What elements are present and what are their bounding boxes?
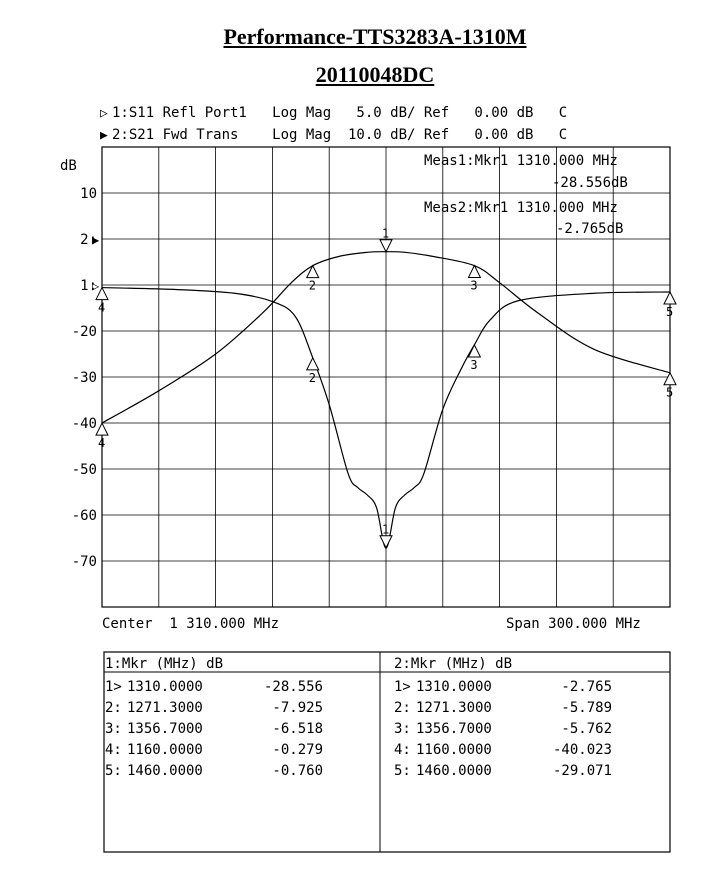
marker-number: 4 [98,301,105,315]
marker-number: 3 [470,358,477,372]
marker-table: 1:Mkr (MHz) dB 1> 1310.0000 -28.556 2: 1271.3… [103,651,671,853]
y-tick-label: -20 [72,324,97,340]
y-tick-label: 10 [80,186,97,202]
marker-1-1: 1 [379,523,393,549]
marker-1-5: 5 [663,290,677,319]
meas2-line1: Meas2:Mkr1 1310.000 MHz [424,200,618,216]
table-cell-frequency: 1460.0000 [127,763,203,779]
marker-2-2: 2 [305,264,320,293]
meas1-value: -28.556dB [552,175,628,191]
marker-number: 5 [666,386,673,400]
reference-marker-icon: ▷ [92,279,100,293]
table-cell-db: -6.518 [272,721,323,737]
table-cell-frequency: 1460.0000 [416,763,492,779]
marker-number: 1 [382,523,389,537]
marker-1-4: 4 [95,286,109,315]
table-cell-frequency: 1160.0000 [416,742,492,758]
table-cell-db: -7.925 [272,700,323,716]
table-cell-frequency: 1310.0000 [127,679,203,695]
center-frequency-label: Center 1 310.000 MHz [102,616,279,632]
table-cell-db: -5.762 [561,721,612,737]
channel1-marker: ▷ [100,106,108,121]
table-cell-id: 3: [105,721,122,737]
table-cell-id: 4: [394,742,411,758]
table-cell-db: -5.789 [561,700,612,716]
table-cell-db: -40.023 [553,742,612,758]
marker-triangle-icon [663,290,677,305]
reference-marker-icon: ▶ [92,233,100,247]
table-cell-frequency: 1310.0000 [416,679,492,695]
table-cell-id: 2: [394,700,411,716]
table-cell-db: -28.556 [264,679,323,695]
marker-triangle-icon [305,356,320,371]
meas1-line1: Meas1:Mkr1 1310.000 MHz [424,153,618,169]
table-cell-frequency: 1160.0000 [127,742,203,758]
table-cell-frequency: 1271.3000 [127,700,203,716]
table-cell-frequency: 1356.7000 [416,721,492,737]
y-tick-label: -70 [72,554,97,570]
marker-triangle-icon [305,264,320,279]
y-axis-labels: 10 2:▶ 1:▷ -20 -30 -40 -50 -60 -70 [72,186,100,570]
table-cell-db: -29.071 [553,763,612,779]
span-label: Span 300.000 MHz [506,616,641,632]
marker-number: 1 [382,227,389,241]
table-cell-id: 3: [394,721,411,737]
marker-number: 3 [470,279,477,293]
marker-1-3: 3 [467,343,482,372]
marker-triangle-icon [663,371,677,386]
marker-triangle-icon [379,239,393,253]
table-frame [103,651,671,853]
table-cell-frequency: 1271.3000 [416,700,492,716]
plot-grid [101,146,671,608]
channel2-settings: 2:S21 Fwd Trans Log Mag 10.0 dB/ Ref 0.0… [112,127,567,143]
table-header: 1:Mkr (MHz) dB [105,656,223,672]
y-tick-label: -30 [72,370,97,386]
meas2-value: -2.765dB [556,221,623,237]
marker-number: 2 [309,279,316,293]
table-cell-db: -0.279 [272,742,323,758]
y-tick-label: 2: [80,232,97,248]
marker-2-1: 1 [379,227,393,253]
table-header: 2:Mkr (MHz) dB [394,656,512,672]
marker-triangle-icon [95,421,109,436]
table-cell-id: 5: [394,763,411,779]
channel1-settings: 1:S11 Refl Port1 Log Mag 5.0 dB/ Ref 0.0… [112,105,567,121]
y-axis-unit-label: dB [60,158,77,174]
table-cell-db: -2.765 [561,679,612,695]
table-cell-id: 5: [105,763,122,779]
channel2-marker: ▶ [100,128,108,143]
y-tick-label: -60 [72,508,97,524]
table-cell-id: 4: [105,742,122,758]
marker-triangle-icon [95,286,109,301]
marker-1-2: 2 [305,356,320,385]
y-tick-label: -40 [72,416,97,432]
marker-triangle-icon [467,343,482,358]
table-cell-id: 1> [105,679,122,695]
marker-number: 4 [98,436,105,450]
table-cell-db: -0.760 [272,763,323,779]
table-cell-frequency: 1356.7000 [127,721,203,737]
marker-number: 5 [666,305,673,319]
markers: 1 2 3 4 5 1 2 3 4 5 [95,227,677,549]
y-tick-label: 1: [80,278,97,294]
marker-triangle-icon [379,535,393,549]
trace-s21 [101,251,671,424]
marker-2-4: 4 [95,421,109,450]
marker-2-3: 3 [467,264,482,293]
table-cell-id: 1> [394,679,411,695]
marker-2-5: 5 [663,371,677,400]
marker-number: 2 [309,371,316,385]
table-cell-id: 2: [105,700,122,716]
page-subtitle: 20110048DC [315,62,435,87]
y-tick-label: -50 [72,462,97,478]
marker-triangle-icon [467,264,482,279]
page-title: Performance-TTS3283A-1310M [223,24,527,49]
